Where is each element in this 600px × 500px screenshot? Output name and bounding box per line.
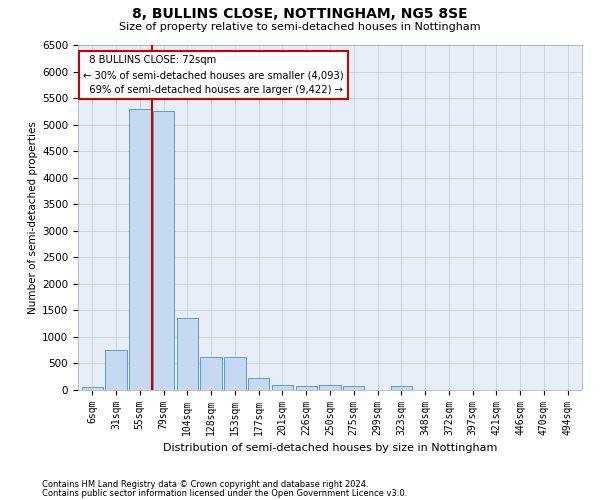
Bar (153, 112, 174, 390)
Bar (176, 318, 198, 390)
Bar (343, 386, 364, 390)
Text: Contains HM Land Registry data © Crown copyright and database right 2024.: Contains HM Land Registry data © Crown c… (42, 480, 368, 489)
Text: Size of property relative to semi-detached houses in Nottingham: Size of property relative to semi-detach… (119, 22, 481, 32)
Bar (224, 357, 245, 390)
Bar (106, 350, 127, 390)
Bar (319, 384, 341, 390)
Bar (272, 384, 293, 390)
Bar (391, 386, 412, 390)
Bar (248, 378, 269, 390)
X-axis label: Distribution of semi-detached houses by size in Nottingham: Distribution of semi-detached houses by … (163, 444, 497, 454)
Bar (129, 108, 151, 390)
Text: 8 BULLINS CLOSE: 72sqm
← 30% of semi-detached houses are smaller (4,093)
  69% o: 8 BULLINS CLOSE: 72sqm ← 30% of semi-det… (83, 56, 344, 95)
Bar (82, 388, 103, 390)
Bar (296, 386, 317, 390)
Bar (200, 357, 222, 390)
Text: 8, BULLINS CLOSE, NOTTINGHAM, NG5 8SE: 8, BULLINS CLOSE, NOTTINGHAM, NG5 8SE (132, 8, 468, 22)
Text: Contains public sector information licensed under the Open Government Licence v3: Contains public sector information licen… (42, 488, 407, 498)
Y-axis label: Number of semi-detached properties: Number of semi-detached properties (28, 121, 38, 314)
